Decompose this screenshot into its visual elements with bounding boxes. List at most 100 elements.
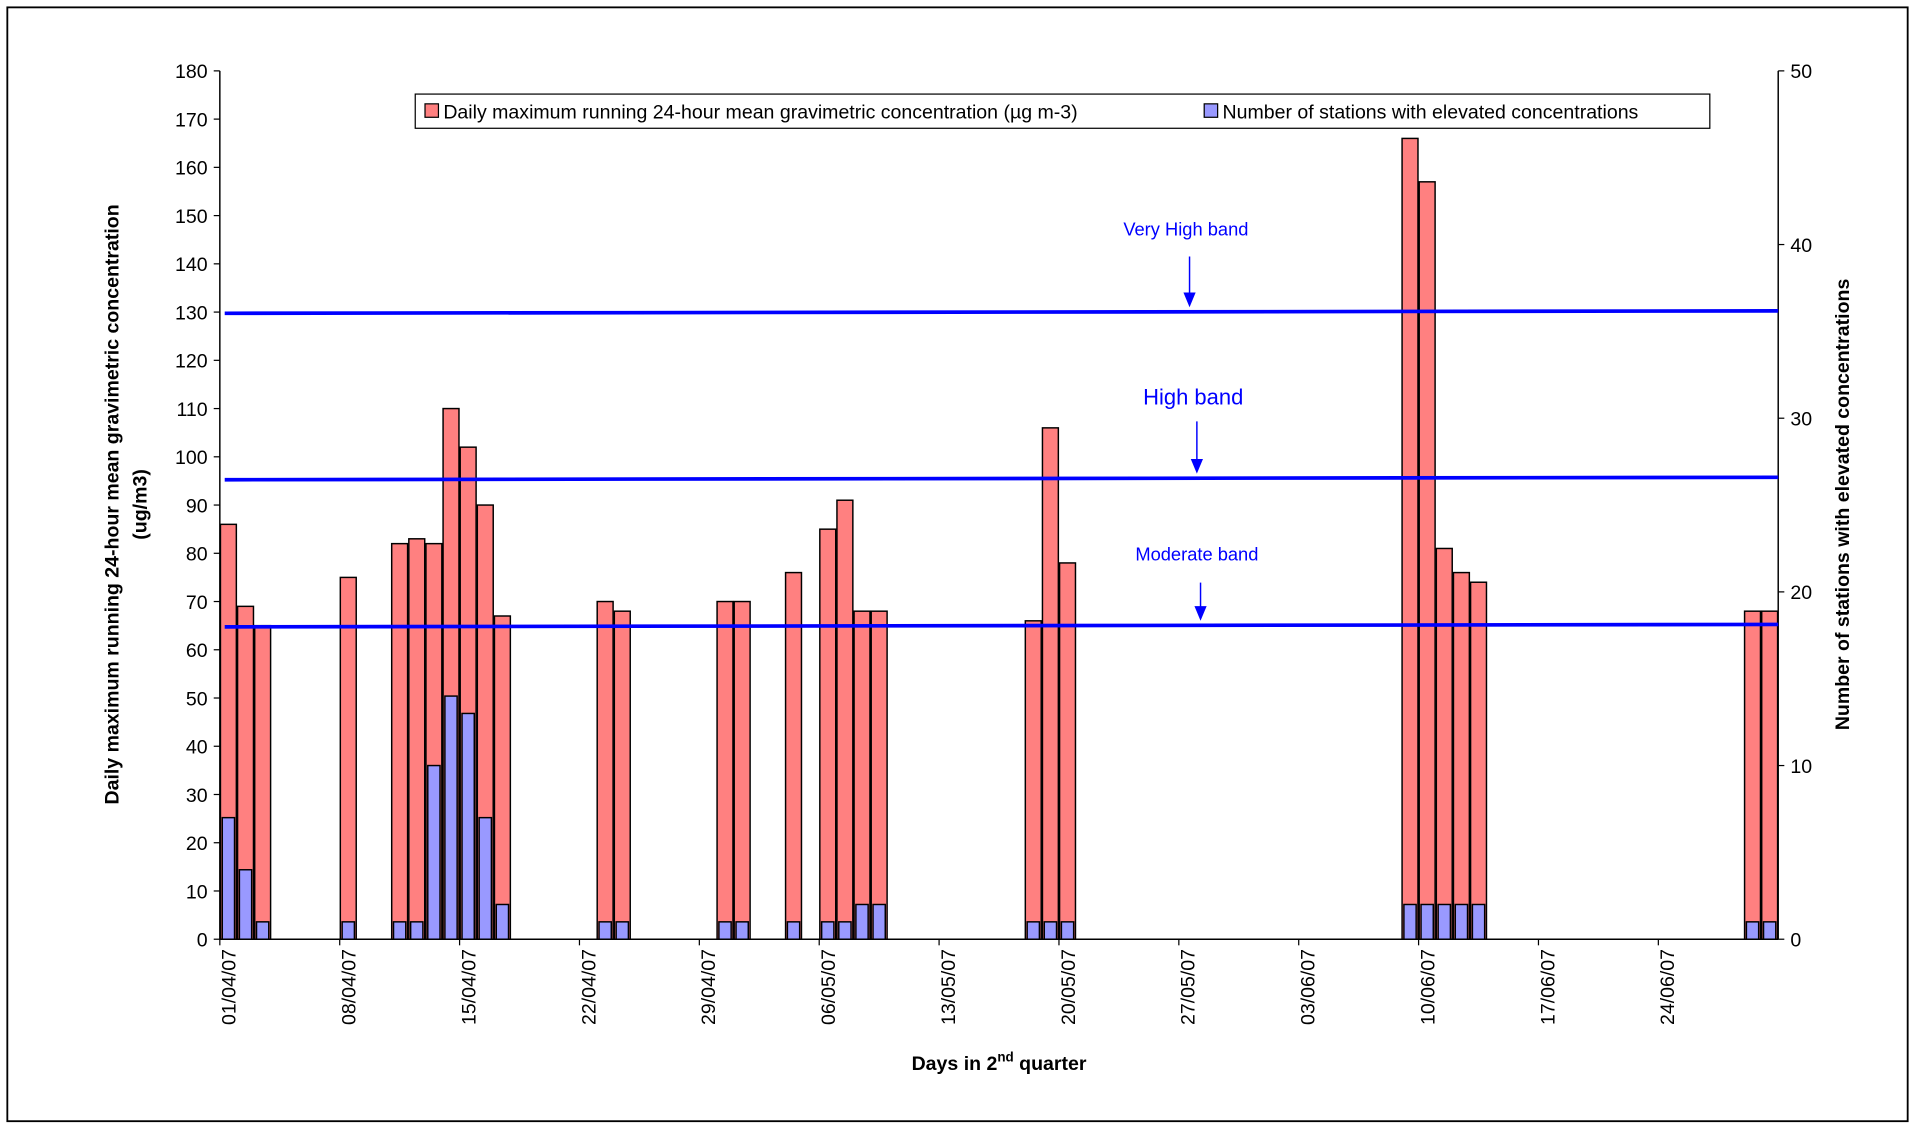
concentration-bar — [493, 615, 512, 940]
stations-bar — [820, 921, 835, 940]
stations-bar — [1454, 903, 1469, 940]
concentration-bar — [390, 542, 409, 940]
concentration-bar — [733, 600, 751, 940]
concentration-bar — [1041, 427, 1060, 940]
legend-swatch — [424, 103, 440, 118]
y2-tick-label: 20 — [1790, 582, 1812, 604]
stations-bar — [409, 921, 424, 940]
stations-bar — [786, 921, 801, 940]
x-axis-title: Days in 2nd quarter — [912, 1049, 1087, 1075]
x-tick-label: 10/06/07 — [1417, 949, 1439, 1025]
y-tick-label: 170 — [175, 109, 208, 131]
y-tick-label: 140 — [175, 254, 208, 276]
stations-bar — [598, 921, 613, 940]
x-tick-label: 27/05/07 — [1178, 949, 1200, 1025]
y-tick-label: 150 — [175, 206, 208, 228]
stations-bar — [1026, 921, 1041, 940]
y-tick-label: 130 — [175, 302, 208, 324]
y-tick-label: 30 — [186, 785, 208, 807]
concentration-bar — [836, 499, 854, 940]
legend-label: Number of stations with elevated concent… — [1223, 102, 1639, 124]
concentration-bar — [613, 610, 631, 940]
stations-bar — [221, 816, 236, 940]
y-tick-label: 160 — [175, 158, 208, 180]
concentration-bar — [1418, 181, 1436, 940]
concentration-bar — [253, 624, 272, 940]
y-tick-label: 180 — [175, 61, 208, 83]
stations-bar — [238, 869, 253, 940]
y-tick-label: 10 — [186, 881, 208, 903]
concentration-bar — [1058, 562, 1077, 940]
stations-bar — [1403, 903, 1417, 940]
band-line — [224, 309, 1779, 316]
y-tick-label: 50 — [186, 688, 208, 710]
stations-bar — [1471, 903, 1486, 940]
legend-label: Daily maximum running 24-hour mean gravi… — [443, 102, 1077, 124]
y2-tick-label: 30 — [1790, 409, 1812, 431]
y2-tick-label: 50 — [1790, 61, 1812, 83]
x-tick-label: 17/06/07 — [1537, 949, 1559, 1025]
stations-bar — [444, 695, 458, 940]
y2-tick-label: 0 — [1790, 930, 1801, 952]
concentration-bar — [408, 538, 426, 940]
stations-bar — [1762, 921, 1777, 940]
stations-bar — [1043, 921, 1058, 940]
stations-bar — [1420, 903, 1435, 940]
x-tick-label: 03/06/07 — [1298, 949, 1320, 1025]
band-arrowhead — [1194, 606, 1207, 621]
x-tick-label: 24/06/07 — [1657, 949, 1679, 1025]
stations-bar — [855, 903, 869, 940]
stations-bar — [735, 921, 750, 940]
x-axis-title-part: nd — [997, 1049, 1013, 1064]
y-tick-label: 40 — [186, 737, 208, 759]
concentration-bar — [1401, 137, 1419, 940]
y2-tick-label: 10 — [1790, 756, 1812, 778]
stations-bar — [615, 921, 630, 940]
x-tick-label: 08/04/07 — [339, 949, 361, 1025]
stations-bar — [718, 921, 732, 940]
band-line — [224, 622, 1779, 629]
y-tick-label: 120 — [175, 351, 208, 373]
x-axis-title-part: quarter — [1014, 1053, 1087, 1075]
y-tick-label: 80 — [186, 544, 208, 566]
legend-box — [414, 93, 1711, 129]
concentration-bar — [1024, 620, 1042, 940]
y-tick-label: 100 — [175, 447, 208, 469]
stations-bar — [495, 903, 510, 940]
x-tick-label: 01/04/07 — [219, 949, 241, 1025]
stations-bar — [461, 712, 476, 940]
concentration-bar — [1452, 571, 1471, 940]
band-label: High band — [1143, 384, 1243, 409]
y2-axis-title: Number of stations with elevated concent… — [1832, 279, 1854, 731]
band-arrowhead — [1183, 292, 1196, 308]
y-tick-label: 0 — [197, 930, 208, 952]
stations-bar — [838, 921, 852, 940]
stations-bar — [1437, 903, 1452, 940]
stations-bar — [1745, 921, 1760, 940]
band-line — [224, 475, 1779, 482]
stations-bar — [392, 921, 407, 940]
band-label: Very High band — [1123, 219, 1248, 240]
stations-bar — [872, 903, 887, 940]
concentration-bar — [1435, 547, 1453, 940]
y-tick-label: 70 — [186, 592, 208, 614]
band-label: Moderate band — [1135, 544, 1258, 565]
x-axis-title-part: Days in 2 — [912, 1053, 998, 1075]
y-tick-label: 20 — [186, 833, 208, 855]
x-tick-label: 20/05/07 — [1058, 949, 1080, 1025]
x-tick-label: 06/05/07 — [818, 949, 840, 1025]
x-tick-label: 13/05/07 — [938, 949, 960, 1025]
y-tick-label: 110 — [176, 399, 207, 421]
stations-bar — [427, 764, 441, 940]
concentration-bar — [1760, 610, 1779, 940]
y-tick-label: 60 — [186, 640, 208, 662]
x-tick-label: 22/04/07 — [578, 949, 600, 1025]
legend: Daily maximum running 24-hour mean gravi… — [414, 93, 1711, 129]
stations-bar — [478, 816, 493, 940]
stations-bar — [341, 921, 356, 940]
concentration-bar — [339, 576, 357, 940]
band-arrowhead — [1190, 458, 1203, 474]
legend-swatch — [1203, 103, 1219, 118]
concentration-bar — [870, 610, 888, 940]
